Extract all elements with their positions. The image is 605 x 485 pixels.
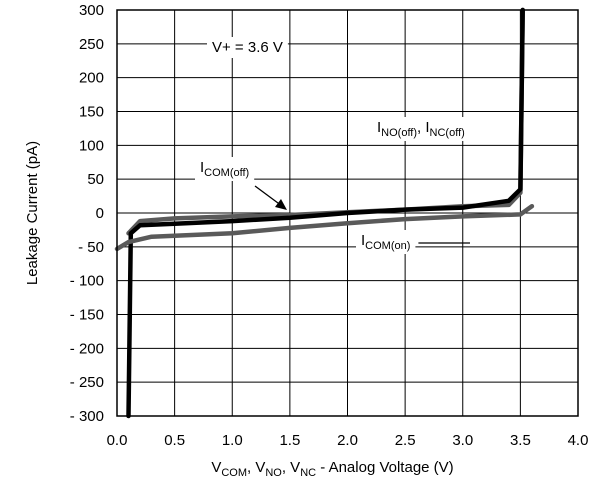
x-tick-label: 3.5	[510, 432, 531, 449]
y-tick-label: - 300	[70, 408, 104, 425]
plot-frame	[116, 9, 579, 417]
y-axis-label: Leakage Current (pA)	[24, 141, 41, 285]
y-tick-label: - 50	[78, 239, 104, 256]
y-tick-label: - 200	[70, 340, 104, 357]
x-tick-label: 2.0	[337, 432, 358, 449]
x-axis-label: VCOM, VNO, VNC - Analog Voltage (V)	[211, 459, 453, 479]
com-off-arrowhead	[275, 199, 287, 210]
y-tick-label: - 250	[70, 374, 104, 391]
com-off-arrow	[254, 185, 283, 207]
x-tick-label: 0.0	[107, 432, 128, 449]
no-nc-off-label-bg	[372, 117, 470, 141]
y-tick-label: 100	[79, 137, 104, 154]
com-off-label: ICOM(off)	[200, 159, 249, 179]
y-tick-label: 50	[87, 171, 104, 188]
y-tick-label: - 100	[70, 273, 104, 290]
x-axis-ticks: 0.0 0.5 1.0 1.5 2.0 2.5 3.0 3.5 4.0	[107, 432, 589, 449]
y-tick-label: 250	[79, 36, 104, 53]
y-tick-label: 200	[79, 70, 104, 87]
x-tick-label: 3.0	[452, 432, 473, 449]
y-tick-label: 300	[79, 2, 104, 19]
series-line-no-nc-off	[126, 7, 525, 419]
y-tick-label: 150	[79, 104, 104, 121]
com-on-label: ICOM(on)	[361, 232, 410, 252]
series-lines	[114, 7, 535, 419]
supply-voltage-label: V+ = 3.6 V	[212, 39, 283, 56]
x-tick-label: 4.0	[568, 432, 589, 449]
y-axis-ticks: 300 250 200 150 100 50 0 - 50 - 100 - 150 - 200 - 2…	[70, 2, 104, 425]
no-nc-off-label: INO(off), INC(off)	[377, 119, 465, 139]
x-tick-label: 1.0	[222, 432, 243, 449]
x-tick-label: 2.5	[395, 432, 416, 449]
series-line-com-on	[114, 203, 535, 252]
com-off-label-bg	[195, 157, 255, 181]
y-tick-label: 0	[96, 205, 104, 222]
y-tick-label: - 150	[70, 307, 104, 324]
x-tick-label: 1.5	[279, 432, 300, 449]
supply-label-bg	[207, 37, 288, 58]
x-tick-label: 0.5	[164, 432, 185, 449]
annotations: V+ = 3.6 V INO(off), INC(off) ICOM(off) …	[195, 37, 470, 254]
com-on-label-bg	[356, 230, 416, 254]
